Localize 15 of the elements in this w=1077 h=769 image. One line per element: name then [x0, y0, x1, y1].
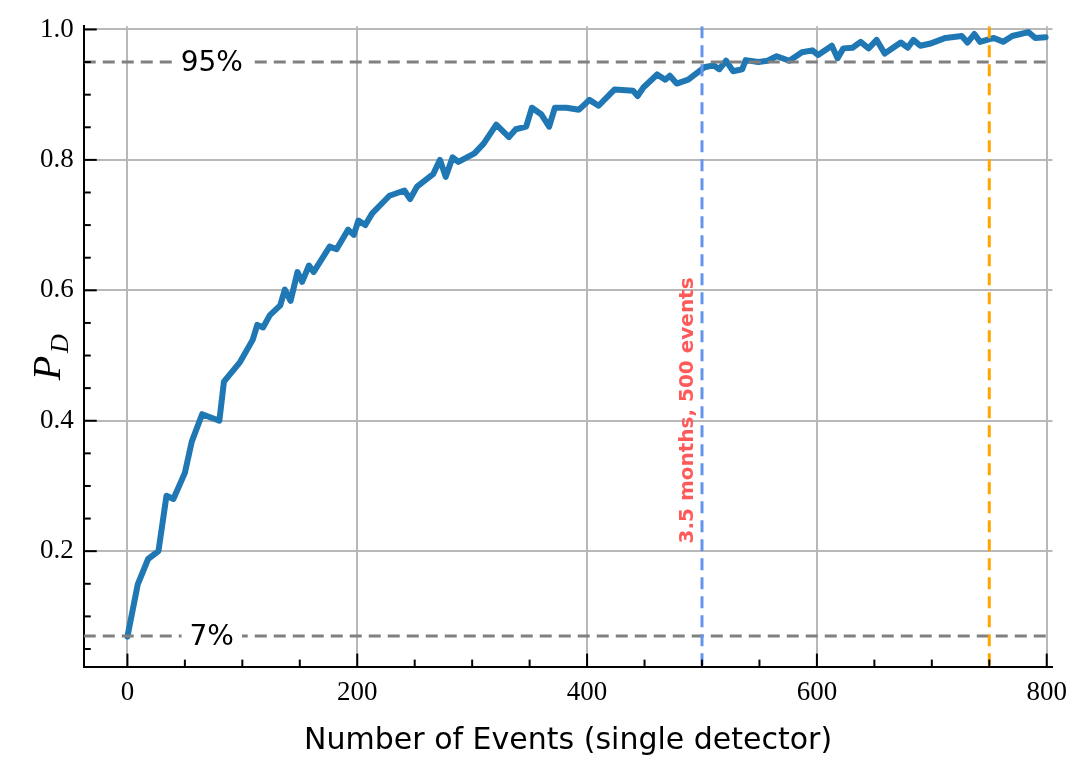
x-tick-label: 600 — [796, 675, 838, 706]
x-axis-title: Number of Events (single detector) — [304, 720, 833, 756]
ref-line-label: 3.5 months, 500 events — [674, 277, 699, 544]
x-tick-label: 400 — [566, 675, 608, 706]
y-tick-label: 0.6 — [40, 273, 74, 304]
x-tick-label: 800 — [1026, 675, 1067, 706]
ref-line-label: 7% — [189, 619, 234, 653]
y-tick-label: 0.2 — [40, 534, 74, 565]
ref-line-label: 95% — [180, 45, 243, 79]
x-tick-label: 200 — [337, 675, 378, 706]
y-tick-label: 1.0 — [40, 12, 74, 43]
y-tick-label: 0.8 — [40, 142, 74, 173]
x-tick-label: 0 — [120, 675, 135, 706]
y-axis-title: PD — [24, 333, 74, 382]
y-tick-label: 0.4 — [40, 403, 75, 434]
